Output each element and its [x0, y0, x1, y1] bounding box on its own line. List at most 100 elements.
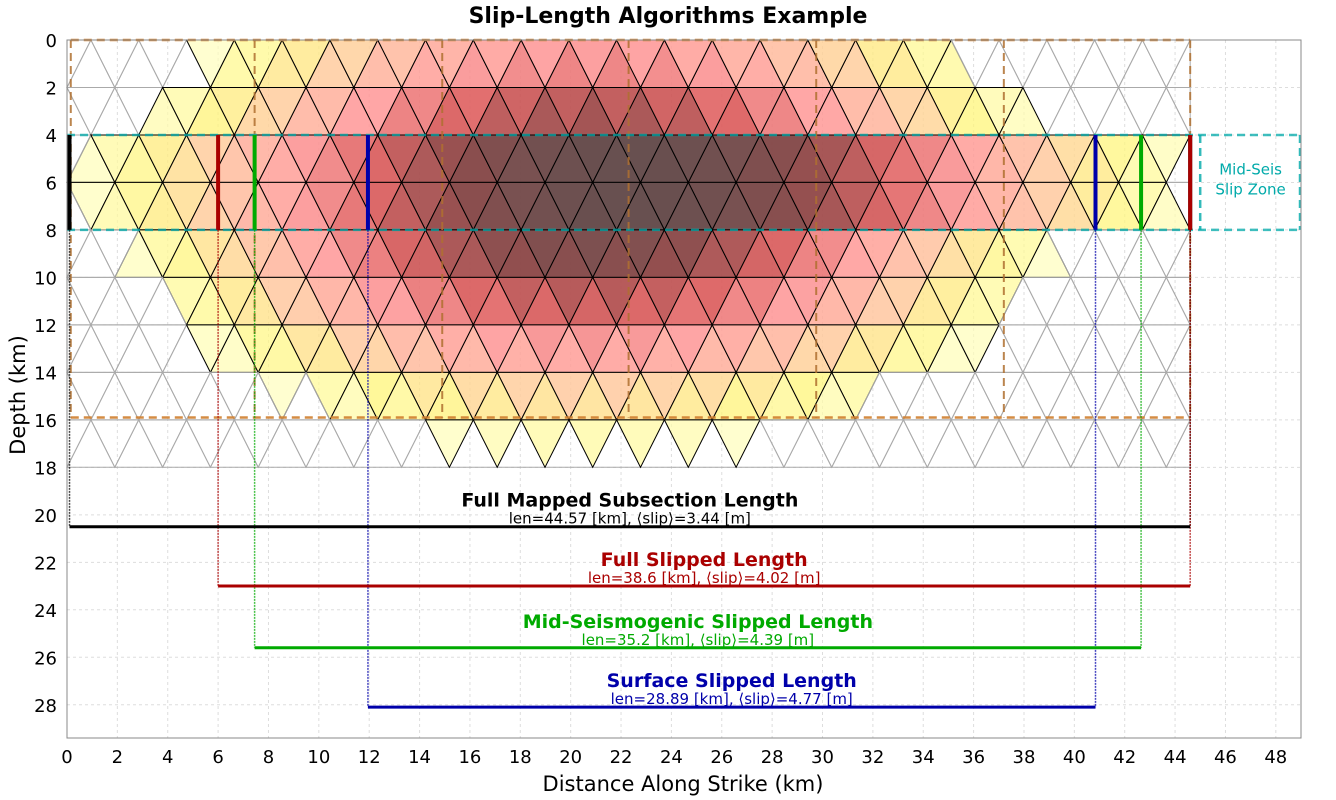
- x-tick-label: 28: [761, 747, 784, 768]
- chart-title: Slip-Length Algorithms Example: [469, 4, 868, 29]
- mesh-triangle: [233, 229, 283, 279]
- y-tick-label: 16: [34, 411, 57, 432]
- length-title: Full Slipped Length: [601, 549, 808, 571]
- x-tick-label: 38: [1013, 747, 1036, 768]
- triangle-mesh: [66, 38, 1192, 469]
- mesh-triangle: [329, 419, 379, 469]
- x-tick-labels: 0 2 4 6 8 10 12 14 16 18 20 22 24 26 28 30 32 34 36 38 40 42 4…: [61, 747, 1287, 768]
- x-tick-label: 26: [710, 747, 733, 768]
- mesh-triangle: [902, 324, 953, 374]
- y-tick-label: 0: [46, 31, 57, 52]
- mesh-triangle: [233, 134, 283, 184]
- mid-seis-zone-label: Mid-Seis: [1219, 160, 1282, 178]
- x-tick-label: 36: [962, 747, 985, 768]
- mesh-triangle: [759, 419, 809, 469]
- y-axis-label: Depth (km): [6, 335, 30, 455]
- y-tick-label: 12: [34, 316, 57, 337]
- x-tick-label: 18: [509, 747, 532, 768]
- mesh-triangle: [185, 324, 236, 374]
- mesh-triangle: [424, 324, 475, 374]
- x-tick-label: 2: [112, 747, 123, 768]
- x-tick-label: 16: [458, 747, 481, 768]
- y-tick-label: 4: [46, 126, 57, 147]
- y-tick-label: 20: [34, 506, 57, 527]
- mesh-triangle: [998, 419, 1048, 469]
- mesh-triangle: [233, 419, 283, 469]
- mesh-triangle: [711, 324, 761, 374]
- y-tick-label: 24: [34, 601, 57, 622]
- mesh-triangle: [902, 419, 953, 469]
- y-tick-label: 28: [34, 696, 57, 717]
- mesh-triangle: [854, 419, 905, 469]
- mesh-triangle: [472, 419, 522, 469]
- mesh-triangle: [137, 419, 188, 469]
- length-stats: len=38.6 [km], ⟨slip⟩=4.02 [m]: [588, 569, 821, 587]
- mesh-triangle: [854, 324, 905, 374]
- mesh-triangle: [1093, 324, 1144, 374]
- y-tick-label: 6: [46, 173, 57, 194]
- mid-seis-zone-label: Slip Zone: [1215, 180, 1285, 198]
- mesh-triangle: [1141, 324, 1192, 374]
- x-tick-label: 48: [1264, 747, 1287, 768]
- x-tick-label: 6: [212, 747, 223, 768]
- length-stats: len=44.57 [km], ⟨slip⟩=3.44 [m]: [509, 510, 751, 528]
- mesh-triangle: [1045, 324, 1096, 374]
- mesh-triangle: [663, 419, 714, 469]
- mesh-triangle: [424, 419, 475, 469]
- y-tick-label: 18: [34, 458, 57, 479]
- mesh-triangle: [663, 229, 714, 279]
- mesh-triangle: [281, 324, 331, 374]
- x-tick-label: 32: [861, 747, 884, 768]
- mesh-triangle: [185, 419, 236, 469]
- mesh-triangle: [711, 419, 761, 469]
- x-tick-label: 4: [162, 747, 173, 768]
- mesh-triangle: [950, 134, 1000, 184]
- mesh-triangle: [568, 324, 618, 374]
- x-tick-label: 14: [408, 747, 431, 768]
- mesh-triangle: [1093, 419, 1144, 469]
- mesh-triangle: [520, 419, 570, 469]
- mesh-triangle: [376, 229, 427, 279]
- x-tick-label: 42: [1113, 747, 1136, 768]
- length-title: Full Mapped Subsection Length: [461, 490, 798, 512]
- mesh-triangle: [615, 419, 666, 469]
- x-tick-label: 22: [610, 747, 633, 768]
- mesh-triangle: [137, 324, 188, 374]
- x-tick-label: 34: [912, 747, 935, 768]
- mesh-triangle: [806, 419, 857, 469]
- mesh-triangle: [950, 229, 1000, 279]
- mesh-triangle: [806, 229, 857, 279]
- mesh-triangle: [615, 324, 666, 374]
- x-tick-label: 24: [660, 747, 683, 768]
- mesh-triangle: [376, 324, 427, 374]
- mesh-triangle: [806, 134, 857, 184]
- mesh-triangle: [1093, 134, 1144, 184]
- mesh-triangle: [376, 134, 427, 184]
- mesh-triangle: [520, 134, 570, 184]
- x-tick-label: 20: [559, 747, 582, 768]
- mesh-triangle: [376, 419, 427, 469]
- mesh-triangle: [281, 419, 331, 469]
- mesh-triangle: [998, 324, 1048, 374]
- x-tick-label: 12: [358, 747, 381, 768]
- mesh-triangle: [90, 419, 140, 469]
- mesh-triangle: [472, 324, 522, 374]
- mesh-triangle: [1141, 419, 1192, 469]
- mesh-triangle: [950, 419, 1000, 469]
- y-tick-label: 14: [34, 363, 57, 384]
- x-axis-label: Distance Along Strike (km): [543, 772, 824, 796]
- x-tick-label: 46: [1214, 747, 1237, 768]
- mesh-triangle: [950, 324, 1000, 374]
- length-stats: len=35.2 [km], ⟨slip⟩=4.39 [m]: [582, 631, 815, 649]
- mesh-triangle: [1093, 229, 1144, 279]
- x-tick-label: 40: [1063, 747, 1086, 768]
- mesh-triangle: [90, 134, 140, 184]
- mesh-triangle: [663, 324, 714, 374]
- mesh-triangle: [1045, 419, 1096, 469]
- length-title: Mid-Seismogenic Slipped Length: [523, 611, 873, 633]
- x-tick-label: 10: [307, 747, 330, 768]
- mesh-triangle: [520, 324, 570, 374]
- mesh-triangle: [233, 324, 283, 374]
